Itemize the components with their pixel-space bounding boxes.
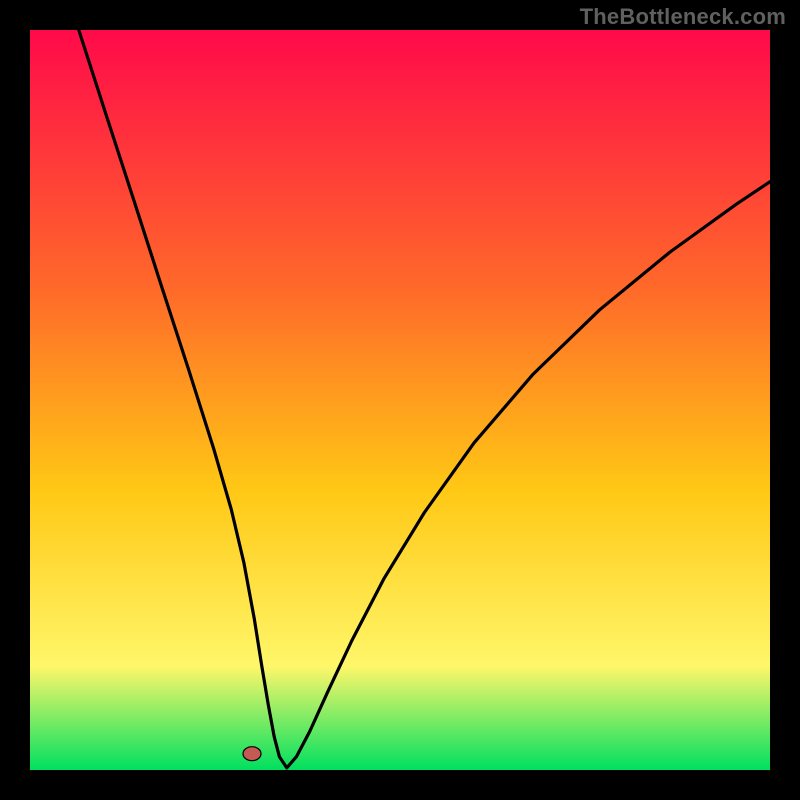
curve-overlay bbox=[30, 30, 770, 770]
bottleneck-curve bbox=[79, 30, 770, 768]
watermark-text: TheBottleneck.com bbox=[580, 4, 786, 30]
plot-area bbox=[30, 30, 770, 770]
min-marker bbox=[243, 747, 261, 761]
chart-frame: TheBottleneck.com bbox=[0, 0, 800, 800]
